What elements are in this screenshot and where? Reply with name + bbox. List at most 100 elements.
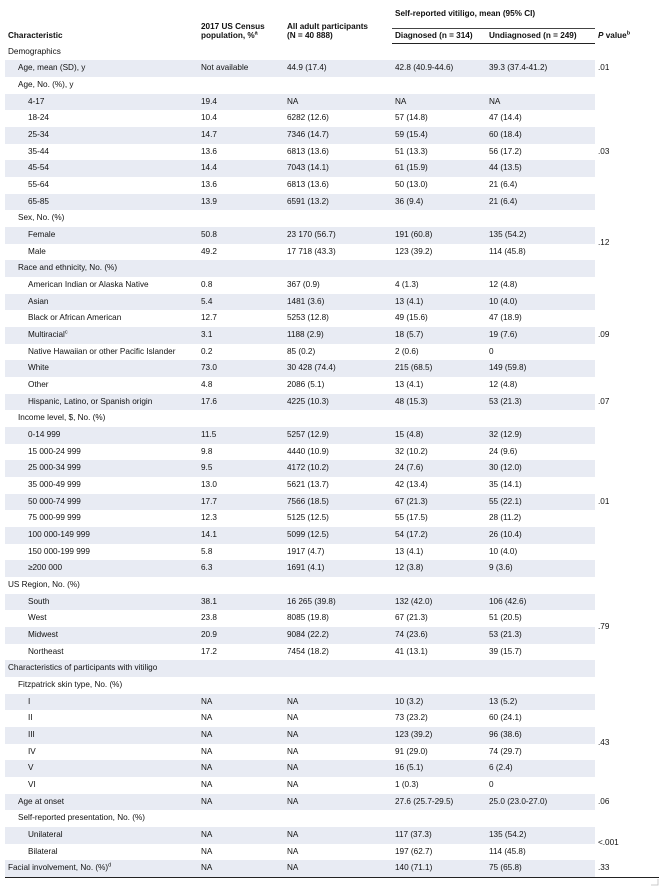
undiagnosed-cell: 35 (14.1) bbox=[489, 480, 522, 489]
table-row: South 38.1 16 265 (39.8) 132 (42.0) 106 (42.… bbox=[5, 593, 659, 661]
undiagnosed-cell: 10 (4.0) bbox=[489, 546, 518, 556]
all-participants-cell bbox=[284, 577, 392, 594]
diagnosed-cell: 4 (1.3) bbox=[395, 279, 419, 289]
row-label: II bbox=[5, 710, 198, 727]
census-cell bbox=[198, 77, 284, 94]
row-label-text: Asian bbox=[28, 296, 49, 306]
header-census-line2: population, % bbox=[201, 30, 255, 40]
row-label: 0-14 999 bbox=[5, 426, 198, 444]
row-label-text: 45-54 bbox=[28, 163, 49, 173]
table-row: 150 000-199 999 5.8 1917 (4.7) 13 (4.1) 10 (… bbox=[5, 544, 659, 561]
row-label: 150 000-199 999 bbox=[5, 544, 198, 561]
undiagnosed-cell: 106 (42.6) bbox=[486, 593, 595, 611]
row-label-text: 50 000-74 999 bbox=[28, 496, 81, 506]
undiagnosed-cell: 26 (10.4) bbox=[486, 526, 595, 544]
row-label: Asian bbox=[5, 293, 198, 311]
row-label: Native Hawaiian or other Pacific Islande… bbox=[5, 344, 198, 361]
all-participants-cell: 7346 (14.7) bbox=[284, 126, 392, 144]
undiagnosed-cell: 30 (12.0) bbox=[486, 460, 595, 477]
table-row: Hispanic, Latino, or Spanish origin 17.6 4… bbox=[5, 393, 659, 411]
census-cell bbox=[198, 410, 284, 427]
table-row: II NA NA 73 (23.2) 60 (24.1) bbox=[5, 710, 659, 727]
table-row: Facial involvement, No. (%)d NA NA 140 (71.… bbox=[5, 860, 659, 878]
row-label: Multiracialc bbox=[5, 326, 198, 344]
undiagnosed-cell bbox=[486, 210, 595, 227]
table-row: 35-44 13.6 6813 (13.6) 51 (13.3) 56 (17.2) bbox=[5, 144, 659, 161]
row-label: 55-64 bbox=[5, 177, 198, 194]
undiagnosed-cell: 96 (38.6) bbox=[486, 727, 595, 744]
all-participants-cell: 5253 (12.8) bbox=[287, 313, 329, 323]
all-participants-cell: 7566 (18.5) bbox=[284, 493, 392, 511]
table-row: Income level, $, No. (%) bbox=[5, 410, 659, 427]
census-cell: 50.8 bbox=[198, 226, 284, 244]
diagnosed-cell: 13 (4.1) bbox=[392, 293, 486, 311]
diagnosed-cell: 12 (3.8) bbox=[392, 560, 486, 577]
row-label-text: Other bbox=[28, 379, 49, 389]
row-label: VI bbox=[5, 777, 198, 794]
all-participants-cell: 23 170 (56.7) bbox=[284, 226, 392, 244]
row-label-text: Age at onset bbox=[18, 796, 64, 806]
row-label: IV bbox=[5, 744, 198, 761]
all-participants-cell: 5257 (12.9) bbox=[284, 426, 392, 444]
row-label-text: American Indian or Alaska Native bbox=[28, 279, 149, 289]
row-label: Unilateral bbox=[5, 827, 198, 844]
undiagnosed-cell: 39 (15.7) bbox=[489, 646, 522, 656]
census-cell: 17.7 bbox=[198, 493, 284, 511]
table-row: 45-54 14.4 7043 (14.1) 61 (15.9) 44 (13.5) bbox=[5, 160, 659, 177]
p-value-cell: .33 bbox=[595, 860, 659, 878]
undiagnosed-cell: 47 (18.9) bbox=[489, 313, 522, 323]
diagnosed-cell: 50 (13.0) bbox=[395, 179, 428, 189]
table-row: Northeast 17.2 7454 (18.2) 41 (13.1) 39 (15.… bbox=[5, 644, 659, 661]
all-participants-cell: NA bbox=[284, 827, 392, 844]
table-row: 100 000-149 999 14.1 5099 (12.5) 54 (17.2) 2… bbox=[5, 526, 659, 544]
row-label-text: Characteristics of participants with vit… bbox=[8, 663, 158, 673]
census-cell: 73.0 bbox=[198, 360, 284, 377]
all-participants-cell bbox=[284, 810, 392, 827]
p-value-cell: .03 bbox=[595, 93, 659, 211]
header-characteristic: Characteristic bbox=[8, 30, 63, 40]
diagnosed-cell: 67 (21.3) bbox=[395, 613, 428, 623]
p-value-cell bbox=[595, 660, 659, 678]
row-label: Characteristics of participants with vit… bbox=[5, 660, 198, 678]
all-participants-cell bbox=[284, 410, 392, 427]
diagnosed-cell: 10 (3.2) bbox=[392, 693, 486, 711]
row-label-text: US Region, No. (%) bbox=[8, 580, 80, 590]
undiagnosed-cell: 12 (4.8) bbox=[489, 379, 518, 389]
all-participants-cell: NA bbox=[284, 793, 392, 811]
table-row: 35 000-49 999 13.0 5621 (13.7) 42 (13.4) 35 … bbox=[5, 477, 659, 494]
p-value-cell bbox=[595, 76, 659, 94]
census-cell: 9.8 bbox=[201, 446, 213, 456]
diagnosed-cell: 36 (9.4) bbox=[392, 193, 486, 211]
row-label-text: 4-17 bbox=[28, 96, 45, 106]
row-label: I bbox=[5, 693, 198, 711]
diagnosed-cell bbox=[392, 210, 486, 227]
undiagnosed-cell: 9 (3.6) bbox=[486, 560, 595, 577]
undiagnosed-cell: 6 (2.4) bbox=[486, 760, 595, 778]
undiagnosed-cell: 21 (6.4) bbox=[489, 179, 518, 189]
table-row: 0-14 999 11.5 5257 (12.9) 15 (4.8) 32 (12.9)… bbox=[5, 426, 659, 577]
undiagnosed-cell: 74 (29.7) bbox=[489, 746, 522, 756]
row-label: III bbox=[5, 727, 198, 744]
row-label: 100 000-149 999 bbox=[5, 526, 198, 544]
census-cell: 23.8 bbox=[201, 613, 217, 623]
table-row: Native Hawaiian or other Pacific Islande… bbox=[5, 344, 659, 361]
undiagnosed-cell: 28 (11.2) bbox=[489, 513, 522, 523]
undiagnosed-cell: 0 bbox=[489, 780, 494, 790]
header-all-line1: All adult participants bbox=[287, 22, 368, 32]
row-label: Female bbox=[5, 226, 198, 244]
header-pvalue-footnote: b bbox=[626, 30, 631, 37]
row-label-text: Sex, No. (%) bbox=[18, 213, 65, 223]
all-participants-cell bbox=[284, 44, 392, 61]
row-label-text: Unilateral bbox=[28, 830, 63, 840]
all-participants-cell: 7454 (18.2) bbox=[287, 646, 329, 656]
row-label: Age, No. (%), y bbox=[5, 77, 198, 94]
census-cell: 3.1 bbox=[198, 326, 284, 344]
all-participants-cell: NA bbox=[287, 746, 299, 756]
p-value-cell: .01 bbox=[595, 426, 659, 577]
table-row: V NA NA 16 (5.1) 6 (2.4) bbox=[5, 760, 659, 778]
p-value-cell bbox=[595, 677, 659, 694]
census-cell: NA bbox=[198, 760, 284, 778]
all-participants-cell: 4172 (10.2) bbox=[284, 460, 392, 477]
table-row: American Indian or Alaska Native 0.8 367 (… bbox=[5, 276, 659, 394]
census-cell: 38.1 bbox=[198, 593, 284, 611]
